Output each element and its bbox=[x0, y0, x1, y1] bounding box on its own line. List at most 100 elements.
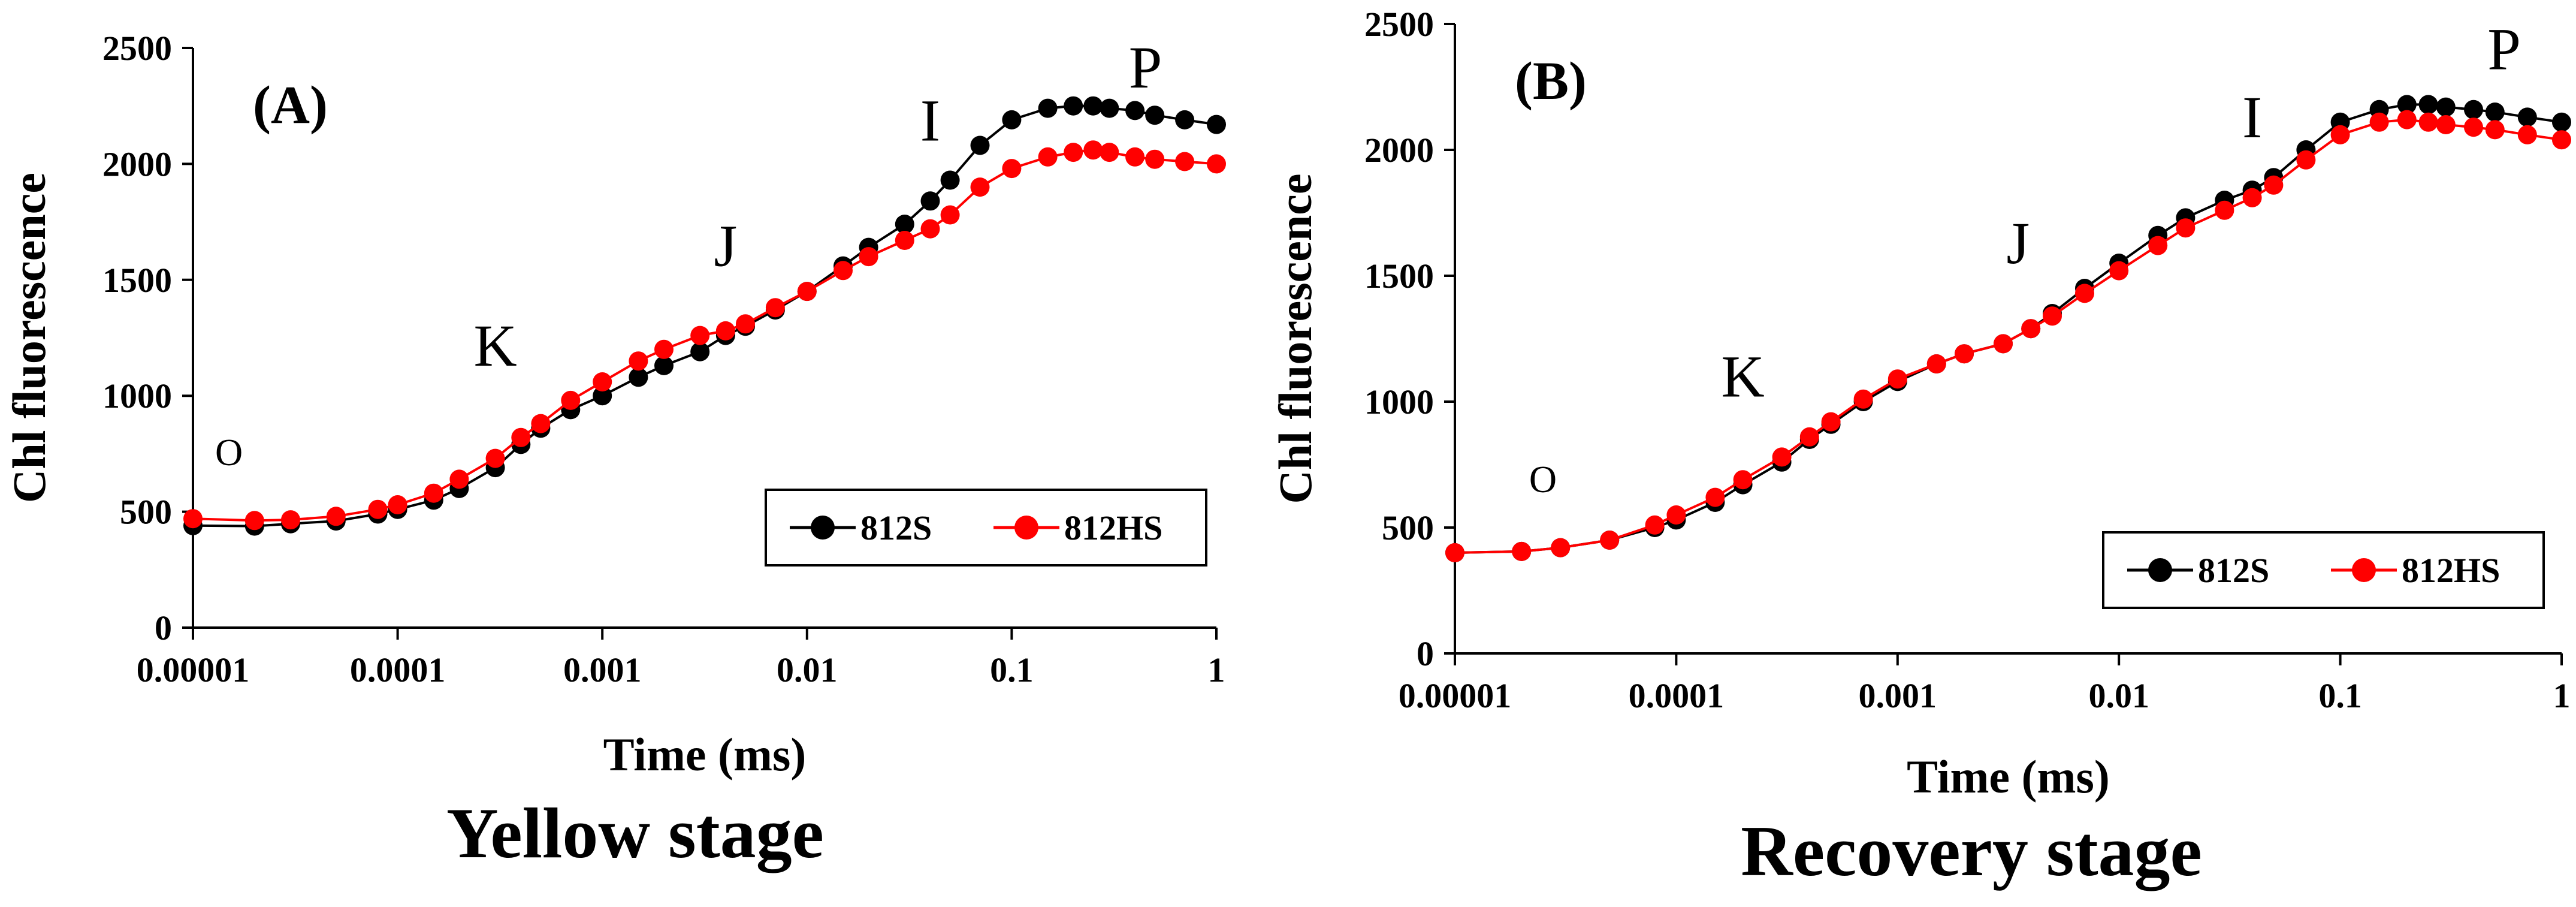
x-tick-label: 1 bbox=[2553, 676, 2571, 715]
y-tick-label: 0 bbox=[155, 608, 172, 647]
y-axis-title: Chl fluorescence bbox=[3, 173, 55, 503]
data-point bbox=[449, 469, 469, 489]
y-tick-label: 2000 bbox=[102, 144, 172, 183]
series-line bbox=[193, 106, 1216, 526]
data-point bbox=[2075, 284, 2094, 303]
data-point bbox=[1645, 516, 1665, 535]
data-point bbox=[833, 261, 853, 280]
data-point bbox=[1800, 427, 1819, 447]
y-tick-label: 1500 bbox=[102, 261, 172, 300]
data-point bbox=[1002, 159, 1021, 178]
data-point bbox=[424, 484, 443, 503]
data-point bbox=[629, 351, 648, 370]
data-point bbox=[1994, 334, 2013, 353]
data-point bbox=[1100, 99, 1119, 118]
y-tick-label: 1000 bbox=[102, 376, 172, 415]
data-point bbox=[1064, 97, 1083, 116]
data-point bbox=[369, 500, 388, 519]
legend-marker bbox=[2148, 558, 2172, 582]
data-point bbox=[486, 449, 505, 468]
y-axis-title: Chl fluorescence bbox=[1269, 174, 1321, 504]
y-tick-label: 0 bbox=[1417, 634, 1434, 673]
data-point bbox=[1100, 143, 1119, 162]
data-point bbox=[593, 372, 612, 391]
data-point bbox=[798, 282, 817, 301]
data-point bbox=[531, 414, 550, 433]
data-point bbox=[2148, 236, 2167, 255]
phase-annotation-i: I bbox=[2242, 84, 2262, 150]
legend-label: 812S bbox=[2198, 551, 2269, 590]
data-point bbox=[183, 509, 203, 528]
data-point bbox=[1125, 101, 1144, 120]
data-point bbox=[2464, 100, 2483, 119]
chart-panel-a: 0 500 1000 1500 2000 2500 0.00001 0.0001 0.001 0.… bbox=[3, 29, 1226, 873]
data-point bbox=[921, 219, 940, 239]
data-point bbox=[2370, 113, 2389, 132]
data-point bbox=[1551, 538, 1570, 558]
phase-annotation-j: J bbox=[714, 213, 737, 279]
data-point bbox=[766, 298, 785, 317]
data-point bbox=[2176, 218, 2195, 237]
data-point bbox=[1145, 150, 1164, 169]
data-point bbox=[1734, 470, 1753, 489]
x-tick-label: 1 bbox=[1208, 650, 1225, 689]
data-point bbox=[245, 511, 264, 530]
series-812s bbox=[183, 97, 1226, 536]
data-point bbox=[1207, 154, 1226, 173]
data-point bbox=[1175, 152, 1194, 171]
x-tick-label: 0.01 bbox=[2088, 676, 2149, 715]
data-point bbox=[1038, 147, 1058, 167]
data-point bbox=[1445, 543, 1464, 562]
data-point bbox=[654, 340, 674, 359]
y-tick-label: 500 bbox=[1382, 508, 1434, 547]
data-point bbox=[2419, 95, 2438, 114]
legend-label: 812HS bbox=[1064, 508, 1162, 547]
data-point bbox=[2296, 150, 2315, 170]
data-point bbox=[1927, 354, 1946, 373]
data-point bbox=[1175, 110, 1194, 129]
chart-panel-b: 0 500 1000 1500 2000 2500 0.00001 0.0001 0.001 0.… bbox=[1269, 5, 2571, 891]
phase-annotation-i: I bbox=[920, 88, 940, 154]
data-point bbox=[1083, 97, 1103, 116]
data-point bbox=[2109, 261, 2128, 281]
data-point bbox=[2043, 306, 2062, 326]
data-point bbox=[716, 321, 735, 340]
data-point bbox=[2518, 107, 2537, 126]
data-point bbox=[971, 177, 990, 197]
series-812hs bbox=[183, 140, 1226, 530]
series-line bbox=[1455, 104, 2562, 553]
data-point bbox=[2464, 117, 2483, 137]
data-point bbox=[941, 171, 960, 190]
y-tick-label: 500 bbox=[120, 493, 172, 532]
data-point bbox=[1600, 531, 1619, 550]
y-tick-label: 1000 bbox=[1364, 382, 1434, 421]
data-point bbox=[2436, 98, 2456, 117]
data-point bbox=[1512, 542, 1531, 561]
x-tick-label: 0.01 bbox=[777, 650, 838, 689]
x-tick-label: 0.0001 bbox=[1629, 676, 1725, 715]
x-tick-label: 0.1 bbox=[990, 650, 1034, 689]
x-tick-label: 0.001 bbox=[563, 650, 642, 689]
data-point bbox=[1772, 447, 1792, 466]
x-tick-label: 0.00001 bbox=[137, 650, 250, 689]
data-point bbox=[1854, 390, 1873, 409]
data-point bbox=[2419, 113, 2438, 132]
data-point bbox=[941, 206, 960, 225]
data-point bbox=[736, 314, 755, 333]
phase-annotation-k: K bbox=[473, 312, 517, 379]
data-point bbox=[1145, 106, 1164, 125]
x-axis-title: Time (ms) bbox=[603, 728, 807, 781]
data-point bbox=[2518, 125, 2537, 144]
data-point bbox=[2331, 125, 2350, 144]
phase-annotation-j: J bbox=[2006, 210, 2030, 276]
data-point bbox=[2486, 120, 2505, 139]
data-point bbox=[281, 510, 300, 529]
data-point bbox=[1125, 147, 1144, 167]
stage-caption: Recovery stage bbox=[1741, 811, 2202, 891]
legend-label: 812HS bbox=[2402, 551, 2500, 590]
figure: 050010001500200025000.00001 0.0001 0.001 0.… bbox=[0, 0, 2576, 907]
y-tick-label: 1500 bbox=[1364, 257, 1434, 296]
data-point bbox=[1705, 488, 1725, 507]
data-point bbox=[1666, 505, 1686, 525]
data-point bbox=[895, 231, 914, 250]
